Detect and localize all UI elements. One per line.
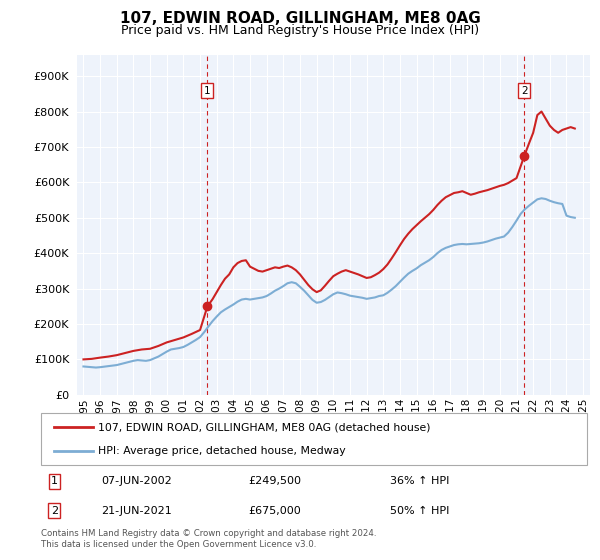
Text: Contains HM Land Registry data © Crown copyright and database right 2024.
This d: Contains HM Land Registry data © Crown c… [41,529,376,549]
Text: 36% ↑ HPI: 36% ↑ HPI [390,476,449,486]
Text: HPI: Average price, detached house, Medway: HPI: Average price, detached house, Medw… [98,446,346,456]
Text: 07-JUN-2002: 07-JUN-2002 [101,476,172,486]
FancyBboxPatch shape [41,413,587,465]
Text: £249,500: £249,500 [248,476,301,486]
Text: 107, EDWIN ROAD, GILLINGHAM, ME8 0AG: 107, EDWIN ROAD, GILLINGHAM, ME8 0AG [119,11,481,26]
Text: 107, EDWIN ROAD, GILLINGHAM, ME8 0AG (detached house): 107, EDWIN ROAD, GILLINGHAM, ME8 0AG (de… [98,422,431,432]
Text: 2: 2 [521,86,527,96]
Text: 21-JUN-2021: 21-JUN-2021 [101,506,172,516]
Text: 1: 1 [51,476,58,486]
Text: Price paid vs. HM Land Registry's House Price Index (HPI): Price paid vs. HM Land Registry's House … [121,24,479,36]
Text: 1: 1 [204,86,211,96]
Text: 50% ↑ HPI: 50% ↑ HPI [390,506,449,516]
Text: 2: 2 [51,506,58,516]
Text: £675,000: £675,000 [248,506,301,516]
